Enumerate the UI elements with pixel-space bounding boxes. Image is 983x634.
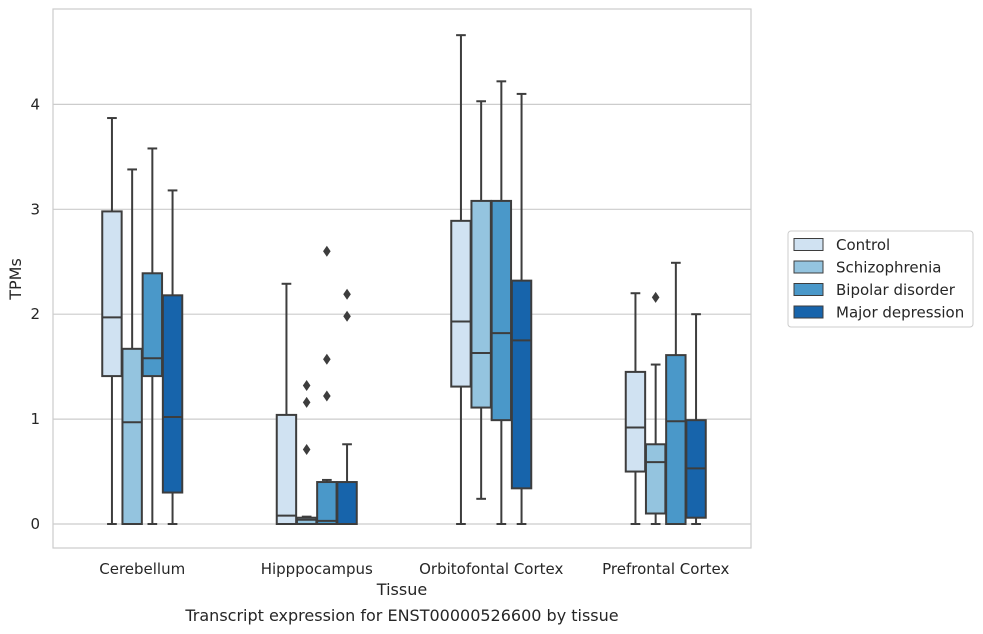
y-tick-labels: 0 1 2 3 4 bbox=[30, 95, 40, 533]
box-group bbox=[450, 34, 472, 525]
box-group bbox=[510, 92, 533, 525]
legend-item: Bipolar disorder bbox=[793, 281, 956, 299]
legend-label: Control bbox=[836, 236, 890, 254]
box-iqr bbox=[470, 199, 492, 409]
box-iqr bbox=[510, 279, 533, 490]
outlier-point bbox=[323, 353, 331, 365]
legend-frame bbox=[787, 230, 974, 328]
box-group bbox=[336, 288, 358, 526]
outlier-point bbox=[302, 444, 311, 456]
box-group bbox=[275, 282, 298, 525]
plot-frame bbox=[52, 8, 752, 549]
box-group bbox=[644, 291, 667, 525]
box-groups bbox=[101, 34, 707, 526]
legend-label: Major depression bbox=[836, 304, 964, 322]
box-iqr bbox=[275, 413, 298, 525]
box-group bbox=[316, 245, 338, 526]
y-tick-label: 2 bbox=[30, 305, 40, 323]
x-tick-labels: Cerebellum Hipppocampus Orbitofontal Corte… bbox=[99, 560, 729, 578]
box-iqr bbox=[665, 354, 687, 525]
legend-item: Schizophrenia bbox=[793, 259, 941, 277]
legend-swatch bbox=[793, 260, 824, 274]
outlier-point bbox=[343, 288, 351, 300]
box-group bbox=[665, 261, 687, 525]
box-group bbox=[121, 168, 143, 525]
outlier-point bbox=[302, 396, 311, 408]
box-group bbox=[101, 117, 123, 525]
x-tick-label: Prefrontal Cortex bbox=[602, 560, 729, 578]
box-group bbox=[624, 292, 647, 525]
box-iqr bbox=[450, 219, 472, 388]
box-iqr bbox=[644, 443, 667, 515]
box-iqr bbox=[624, 370, 647, 473]
y-tick-label: 4 bbox=[30, 95, 40, 113]
outlier-point bbox=[323, 390, 331, 402]
legend-items: Control Schizophrenia Bipolar disorder Majo… bbox=[793, 236, 964, 322]
outlier-point bbox=[323, 245, 331, 257]
legend-label: Bipolar disorder bbox=[836, 281, 956, 299]
legend-swatch bbox=[793, 305, 824, 319]
box-iqr bbox=[316, 481, 338, 526]
legend-item: Control bbox=[793, 236, 890, 254]
legend-item: Major depression bbox=[793, 304, 964, 322]
outlier-point bbox=[302, 380, 311, 392]
y-tick-label: 0 bbox=[30, 515, 40, 533]
legend-label: Schizophrenia bbox=[836, 259, 941, 277]
box-group bbox=[161, 189, 184, 525]
box-iqr bbox=[101, 210, 123, 378]
outlier-point bbox=[343, 310, 351, 322]
box-iqr bbox=[121, 347, 143, 525]
legend: Control Schizophrenia Bipolar disorder Majo… bbox=[787, 230, 974, 328]
x-tick-label: Orbitofontal Cortex bbox=[419, 560, 563, 578]
x-axis-title: Tissue bbox=[376, 580, 427, 599]
x-tick-label: Hipppocampus bbox=[261, 560, 373, 578]
x-tick-label: Cerebellum bbox=[99, 560, 185, 578]
y-axis-title: TPMs bbox=[6, 258, 25, 301]
outlier-point bbox=[651, 291, 660, 303]
box-group bbox=[141, 147, 164, 525]
chart-title: Transcript expression for ENST0000052660… bbox=[184, 606, 618, 625]
box-iqr bbox=[490, 199, 513, 422]
y-tick-label: 3 bbox=[30, 200, 40, 218]
box-group bbox=[685, 313, 707, 525]
box-iqr bbox=[336, 481, 358, 526]
legend-swatch bbox=[793, 238, 824, 251]
box-iqr bbox=[295, 516, 318, 525]
box-group bbox=[470, 100, 492, 500]
y-tick-label: 1 bbox=[30, 410, 40, 428]
box-iqr bbox=[141, 272, 164, 378]
box-iqr bbox=[161, 294, 184, 494]
legend-swatch bbox=[793, 283, 824, 296]
box-group bbox=[295, 380, 318, 525]
box-group bbox=[490, 80, 513, 525]
